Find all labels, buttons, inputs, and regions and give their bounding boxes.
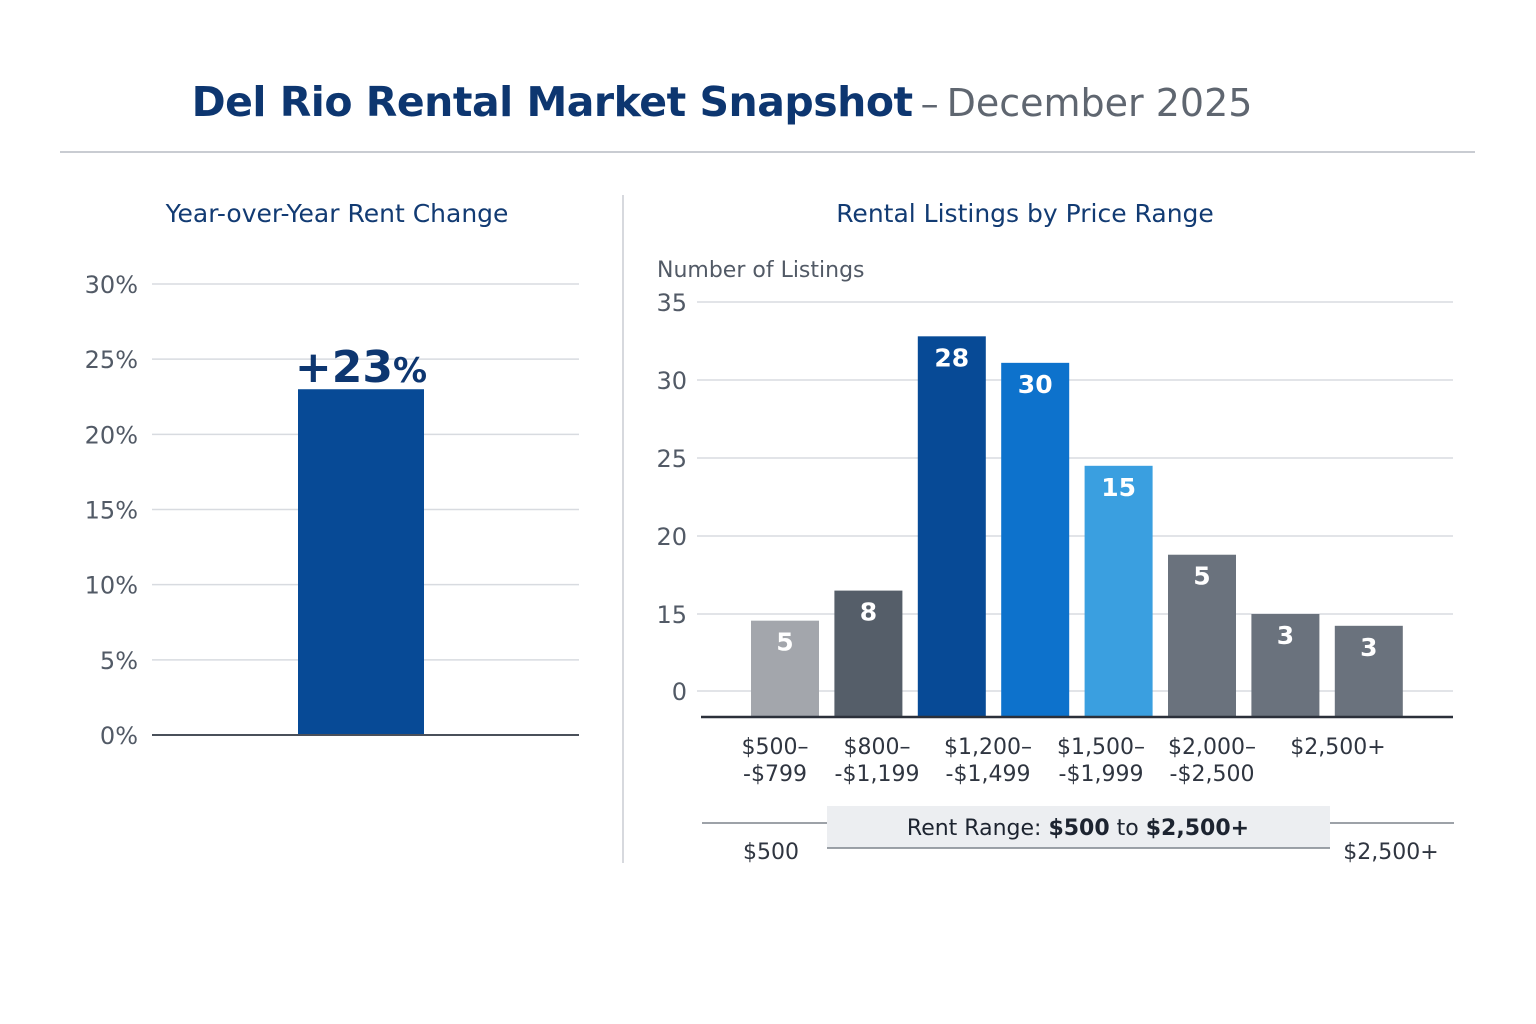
listings-bar-value-label: 15 — [1101, 473, 1136, 502]
listings-bar — [1001, 362, 1070, 717]
listings-y-tick-label: 30 — [656, 367, 687, 395]
listings-bar — [751, 620, 819, 717]
listings-bar — [1334, 625, 1403, 717]
range-caption-box — [827, 806, 1330, 848]
title-separator: – — [920, 84, 939, 125]
listings-y-axis-title: Number of Listings — [657, 258, 865, 283]
yoy-value-unit: % — [393, 351, 427, 391]
listings-x-tick-line: $2,000– — [1168, 735, 1256, 760]
page-title: Del Rio Rental Market Snapshot – December … — [0, 78, 1444, 126]
range-caption-middle: to — [1110, 816, 1146, 841]
yoy-bar — [298, 389, 424, 735]
range-caption-min: $500 — [1048, 816, 1109, 841]
listings-x-tick-line: -$2,500 — [1170, 762, 1255, 787]
yoy-y-tick-label: 5% — [100, 647, 138, 675]
yoy-y-tick-label: 30% — [85, 271, 138, 299]
listings-x-tick-label: $1,200– -$1,499 — [944, 735, 1032, 787]
listings-bar — [1168, 554, 1236, 717]
range-caption-max: $2,500+ — [1146, 816, 1249, 841]
page-subtitle: December 2025 — [946, 81, 1253, 125]
listings-y-tick-label: 25 — [656, 445, 687, 473]
range-caption: Rent Range: $500 to $2,500+ — [907, 816, 1249, 841]
yoy-chart-title: Year-over-Year Rent Change — [165, 199, 509, 228]
yoy-value-label: +23% — [295, 342, 427, 393]
listings-bar-value-label: 28 — [934, 343, 969, 372]
listings-x-tick-label: $2,500+ — [1290, 735, 1385, 760]
listings-bar — [834, 590, 903, 717]
range-end-right: $2,500+ — [1343, 840, 1438, 865]
range-end-left: $500 — [743, 840, 799, 865]
listings-bar-value-label: 30 — [1018, 370, 1053, 399]
page-title-main: Del Rio Rental Market Snapshot — [191, 78, 914, 126]
listings-y-tick-label: 35 — [656, 289, 687, 317]
yoy-y-tick-label: 20% — [85, 421, 138, 449]
yoy-y-tick-label: 0% — [100, 722, 138, 750]
listings-x-tick-line: -$1,499 — [946, 762, 1031, 787]
listings-x-tick-line: $800– — [844, 735, 911, 760]
listings-x-tick-label: $1,500– -$1,999 — [1057, 735, 1145, 787]
listings-bar-value-label: 5 — [1193, 562, 1210, 591]
listings-x-tick-line: $500– — [742, 735, 809, 760]
listings-x-tick-line: -$1,199 — [835, 762, 920, 787]
listings-chart-title: Rental Listings by Price Range — [836, 199, 1214, 228]
listings-x-tick-line: $1,500– — [1057, 735, 1145, 760]
listings-x-tick-line: $2,500+ — [1290, 735, 1385, 760]
listings-bar-value-label: 5 — [776, 628, 793, 657]
yoy-y-tick-label: 25% — [85, 346, 138, 374]
panel-divider — [622, 195, 624, 863]
range-caption-prefix: Rent Range: — [907, 816, 1049, 841]
listings-x-tick-line: $1,200– — [944, 735, 1032, 760]
header-divider — [60, 151, 1475, 153]
yoy-y-tick-label: 10% — [85, 572, 138, 600]
listings-bar-value-label: 8 — [860, 598, 877, 627]
listings-x-tick-label: $500– -$799 — [742, 735, 809, 787]
listings-bar-value-label: 3 — [1277, 621, 1294, 650]
listings-bar — [1084, 465, 1153, 717]
listings-x-tick-line: -$799 — [743, 762, 807, 787]
listings-x-tick-label: $2,000– -$2,500 — [1168, 735, 1256, 787]
listings-bar-value-label: 3 — [1360, 633, 1377, 662]
listings-x-tick-line: -$1,999 — [1059, 762, 1144, 787]
listings-y-tick-label: 0 — [672, 678, 687, 706]
listings-x-tick-label: $800– -$1,199 — [835, 735, 920, 787]
listings-y-tick-label: 15 — [656, 601, 687, 629]
listings-bar — [1251, 614, 1320, 717]
yoy-value-number: +23 — [295, 342, 393, 393]
listings-bar — [917, 336, 986, 717]
yoy-y-tick-label: 15% — [85, 497, 138, 525]
listings-y-tick-label: 20 — [656, 523, 687, 551]
